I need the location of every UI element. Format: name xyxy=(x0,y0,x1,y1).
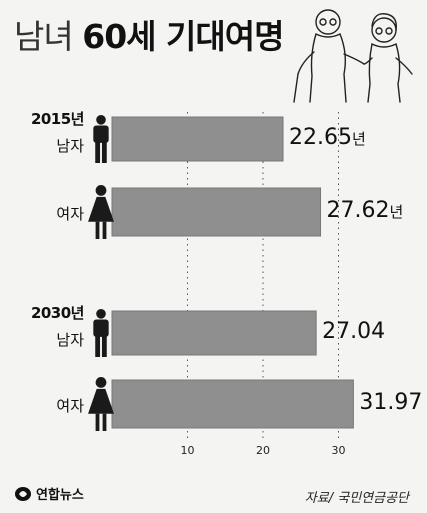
value-unit: 년 xyxy=(351,130,366,148)
female-figure-icon xyxy=(88,185,114,239)
gender-label: 여자 xyxy=(56,205,84,223)
x-tick-label: 10 xyxy=(180,444,195,457)
value-unit: 년 xyxy=(389,203,404,221)
yonhap-logo-text: 연합뉴스 xyxy=(36,488,84,503)
chart-title: 남녀 60세 기대여명 xyxy=(14,10,284,58)
value-label: 27.04 xyxy=(322,319,385,344)
source-note: 자료/ 국민연금공단 xyxy=(304,491,409,506)
x-tick-label: 20 xyxy=(256,444,270,457)
gender-label: 남자 xyxy=(56,137,84,155)
year-label: 2015년 xyxy=(30,110,85,128)
year-label: 2030년 xyxy=(30,304,85,322)
value-label: 31.97 xyxy=(359,390,422,415)
title-bold: 60세 기대여명 xyxy=(82,17,284,56)
value-label: 27.62년 xyxy=(327,198,404,223)
value-number: 31.97 xyxy=(359,390,423,415)
value-label: 22.65년 xyxy=(289,125,366,150)
bar-2015년-남자 xyxy=(111,116,284,162)
male-figure-icon xyxy=(93,115,109,163)
yonhap-logo: 연합뉴스 xyxy=(14,484,84,503)
elderly-couple-illustration xyxy=(293,9,413,103)
yonhap-logo-icon xyxy=(15,486,31,501)
gender-label: 남자 xyxy=(56,331,84,349)
title-light: 남녀 xyxy=(14,17,74,56)
female-figure-icon xyxy=(88,377,114,431)
x-tick-label: 30 xyxy=(331,444,346,457)
bar-2015년-여자 xyxy=(111,187,322,237)
bar-2030년-여자 xyxy=(111,379,354,429)
value-number: 22.65 xyxy=(289,125,352,150)
bar-2030년-남자 xyxy=(111,310,317,356)
gender-label: 여자 xyxy=(56,397,84,415)
value-number: 27.04 xyxy=(322,319,386,344)
male-figure-icon xyxy=(93,309,109,357)
value-number: 27.62 xyxy=(326,198,390,223)
